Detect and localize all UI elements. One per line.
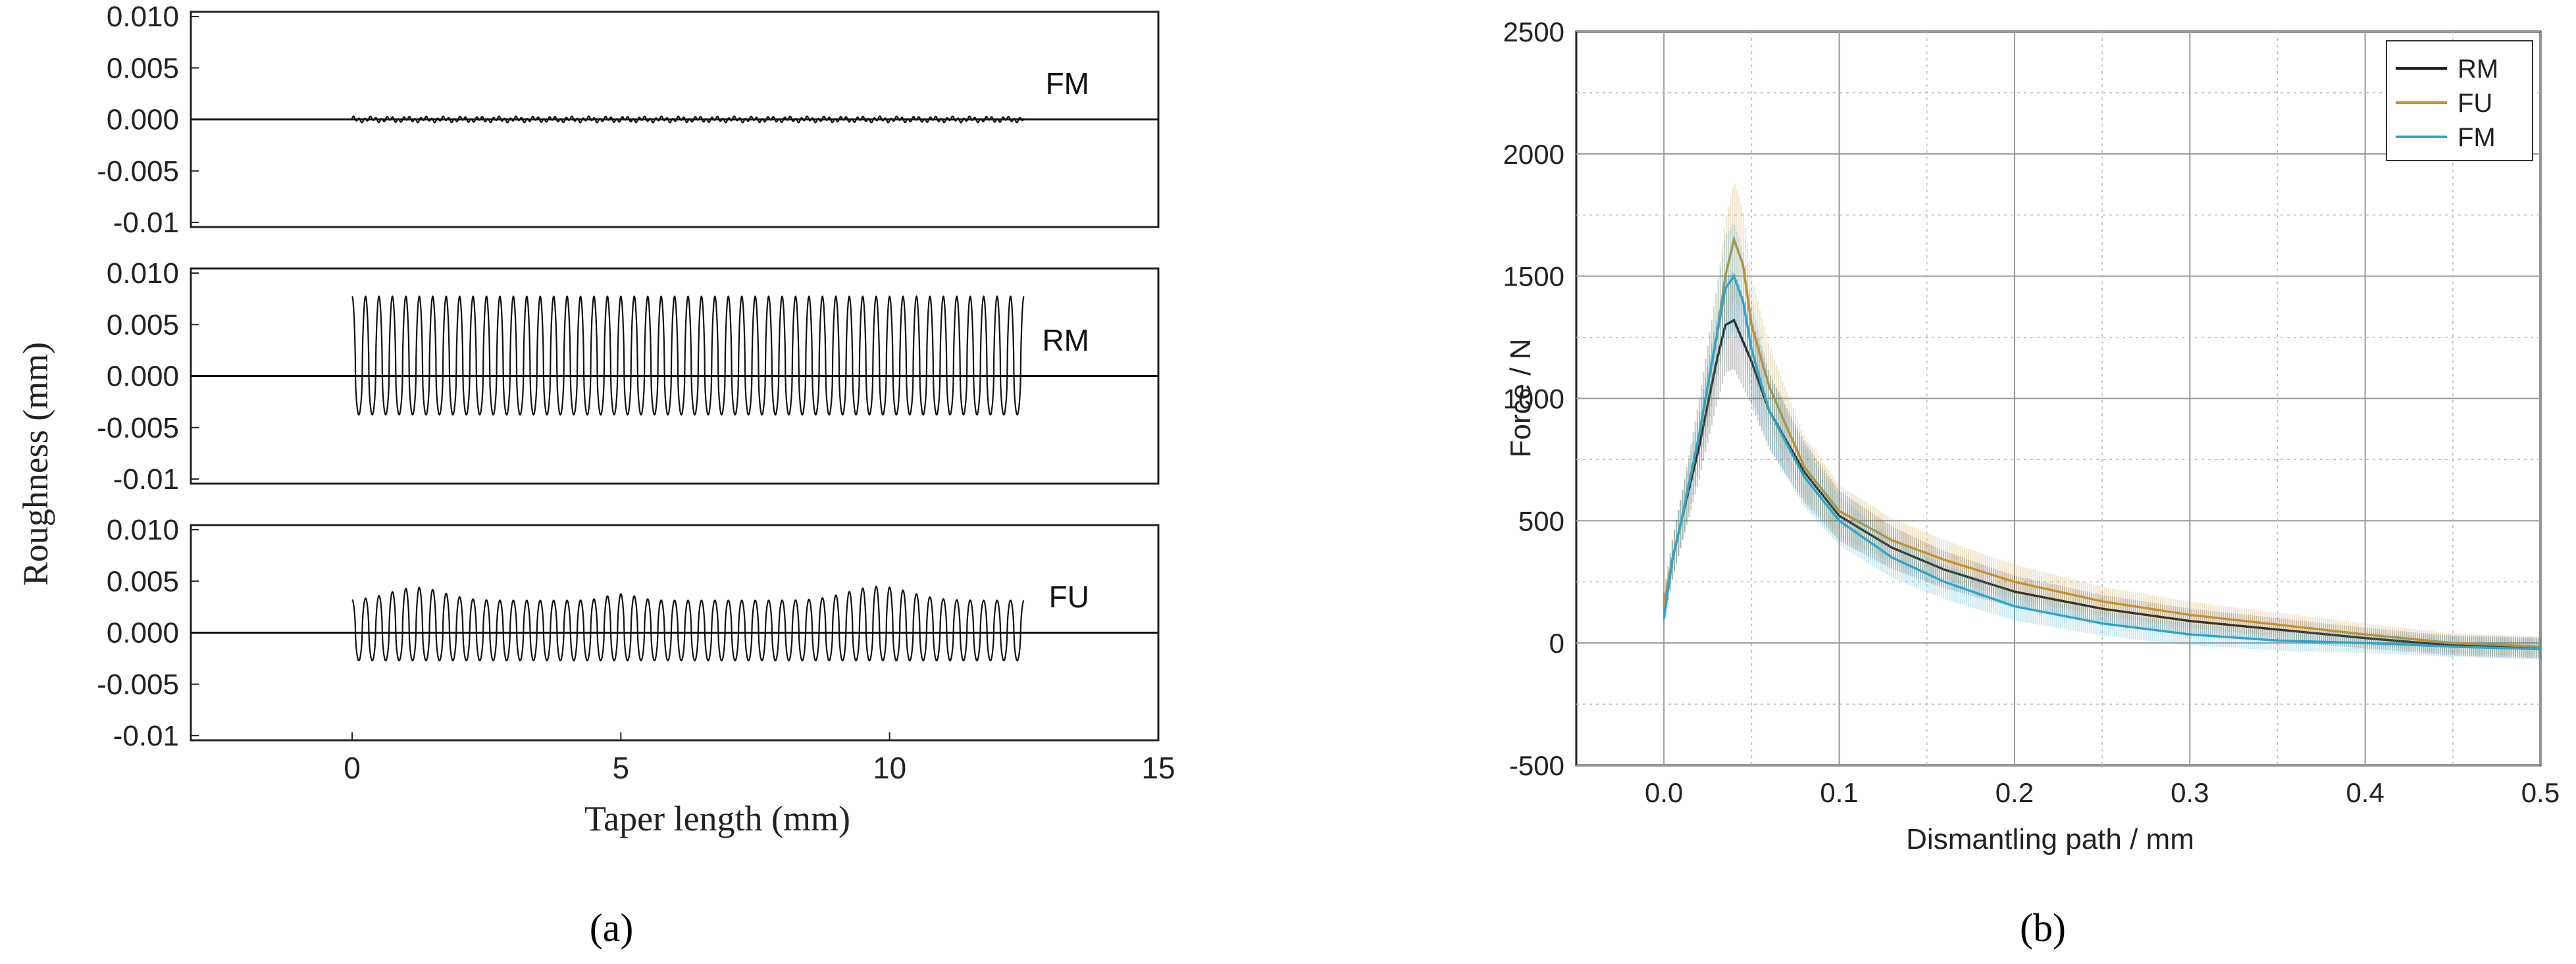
x-tick-label: 15 — [1141, 751, 1175, 785]
y-tick-label: 0.000 — [107, 104, 179, 136]
series-label-rm: RM — [1042, 323, 1089, 357]
y-tick-label: 0.010 — [107, 257, 179, 290]
x-tick-label: 0.1 — [1820, 777, 1858, 808]
y-tick-label: -0.005 — [97, 155, 179, 188]
roughness-x-axis-label: Taper length (mm) — [584, 799, 850, 838]
x-tick-label: 10 — [873, 751, 906, 785]
roughness-y-axis-label: Roughness (mm) — [16, 342, 55, 586]
panel-label-a: (a) — [590, 906, 634, 950]
roughness-subplot-rm: 0.010 0.005 0.000 -0.005 -0.01 RM — [97, 257, 1160, 495]
legend-label-rm: RM — [2458, 55, 2498, 84]
x-tick-label: 5 — [613, 751, 630, 785]
y-tick-label: -0.01 — [113, 207, 179, 239]
y-tick-label: 0 — [1549, 628, 1564, 659]
roughness-panel: 0.0100.0050.000-0.005-0.01FM0.0100.0050.… — [16, 1, 1175, 838]
x-tick-label: 0.0 — [1645, 777, 1683, 808]
force-line-rm — [1662, 318, 2541, 649]
force-x-axis-label: Dismantling path / mm — [1906, 823, 2194, 855]
panel-label-b: (b) — [2020, 906, 2066, 950]
y-tick-label: 0.010 — [107, 514, 179, 546]
y-tick-label: -0.005 — [97, 412, 179, 444]
profile-line-rm — [351, 295, 1025, 416]
y-tick-label: -0.01 — [113, 463, 179, 495]
force-series-fu — [1662, 184, 2541, 657]
legend-box — [2386, 40, 2533, 161]
force-line-fu — [1662, 235, 2541, 648]
roughness-subplot-fu: 0.010 0.005 0.000 -0.005 -0.01 FU — [97, 514, 1160, 752]
x-tick-label: 0.2 — [1996, 777, 2034, 808]
force-line-fm — [1662, 273, 2541, 651]
force-y-axis-label: Force / N — [1505, 339, 1537, 458]
legend-label-fm: FM — [2458, 123, 2496, 152]
force-panel: -500 0 500 1000 1500 2000 2500 0.0 0.1 0.2 0.3 0.4 0… — [1503, 16, 2560, 855]
y-tick-label: 500 — [1518, 505, 1564, 536]
x-tick-label: 0 — [344, 751, 361, 785]
y-tick-label: 0.005 — [107, 565, 179, 597]
legend-label-fu: FU — [2458, 89, 2492, 118]
force-series-fm — [1662, 224, 2541, 660]
y-tick-label: -0.005 — [97, 669, 179, 701]
y-tick-label: 1500 — [1503, 261, 1564, 292]
y-tick-label: 2000 — [1503, 139, 1564, 170]
x-tick-label: 0.5 — [2521, 777, 2560, 808]
series-label-fm: FM — [1046, 66, 1089, 101]
y-tick-label: 1000 — [1503, 384, 1564, 415]
profile-line-fm — [351, 115, 1025, 124]
y-tick-label: -0.01 — [113, 720, 179, 752]
y-tick-label: 0.010 — [107, 1, 179, 33]
y-tick-label: 0.000 — [107, 617, 179, 649]
y-tick-label: -500 — [1509, 750, 1564, 781]
force-series-rm — [1662, 272, 2541, 659]
series-label-fu: FU — [1049, 580, 1089, 614]
y-tick-label: 2500 — [1503, 16, 1564, 47]
y-tick-label: 0.000 — [107, 361, 179, 393]
y-tick-label: 0.005 — [107, 309, 179, 341]
y-tick-label: 0.005 — [107, 52, 179, 84]
profile-line-fu — [351, 586, 1025, 662]
x-tick-label: 0.4 — [2346, 777, 2384, 808]
x-tick-label: 0.3 — [2171, 777, 2209, 808]
roughness-subplot-fm: 0.010 0.005 0.000 -0.005 -0.01 FM — [97, 1, 1160, 239]
